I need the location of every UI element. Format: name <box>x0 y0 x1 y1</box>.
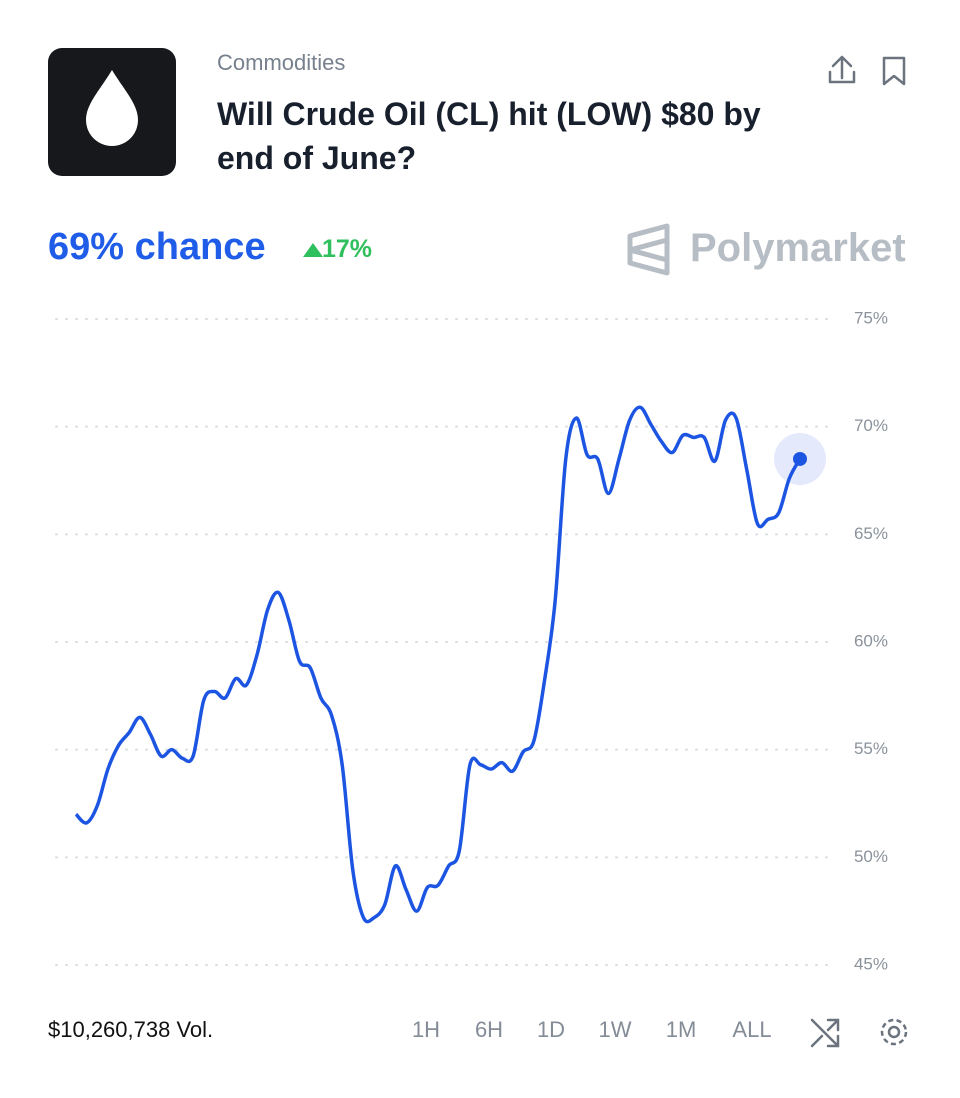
up-arrow <box>303 243 323 257</box>
y-tick-label: 65% <box>854 524 888 543</box>
price-line <box>74 405 802 924</box>
y-tick-label: 55% <box>854 739 888 758</box>
range-button[interactable]: 1D <box>536 1017 566 1042</box>
chance: 69% chance <box>48 226 266 268</box>
current-point <box>793 451 807 466</box>
bookmark-icon[interactable] <box>882 56 906 86</box>
y-tick-label: 70% <box>854 416 888 435</box>
range-button[interactable]: 1H <box>411 1017 441 1042</box>
range-button[interactable]: 1W <box>598 1017 632 1042</box>
y-tick-label: 75% <box>854 308 888 327</box>
share-icon[interactable] <box>828 55 856 84</box>
brand-logo <box>627 223 670 276</box>
settings-icon[interactable] <box>880 1018 908 1046</box>
category: Commodities <box>217 50 346 75</box>
range-button[interactable]: ALL <box>732 1017 772 1042</box>
range-button[interactable]: 1M <box>665 1017 697 1042</box>
range-button[interactable]: 6H <box>474 1017 504 1042</box>
y-tick-label: 50% <box>854 847 888 866</box>
shuffle-icon[interactable] <box>810 1018 840 1048</box>
change: 17% <box>322 235 373 263</box>
drop-icon <box>86 70 138 146</box>
volume: $10,260,738 Vol. <box>48 1017 214 1042</box>
y-tick-label: 45% <box>854 954 888 973</box>
market-title: Will Crude Oil (CL) hit (LOW) $80 by end… <box>217 96 761 176</box>
brand: Polymarket <box>690 226 906 270</box>
y-tick-label: 60% <box>854 631 888 650</box>
